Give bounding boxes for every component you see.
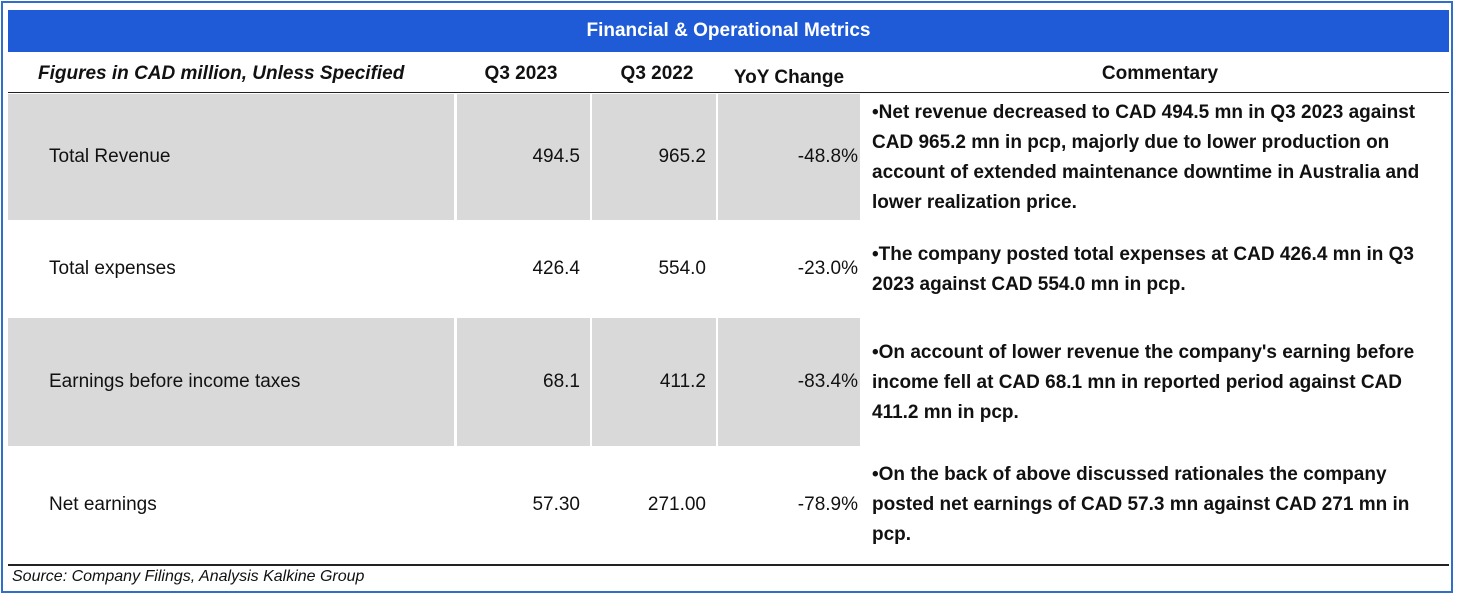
- header-figures-note: Figures in CAD million, Unless Specified: [38, 63, 405, 84]
- row-label: Total Revenue: [8, 94, 454, 220]
- table-row: Earnings before income taxes 68.1 411.2 …: [8, 318, 1449, 446]
- table-row: Total expenses 426.4 554.0 -23.0% •The c…: [8, 220, 1449, 318]
- row-q3-2023-value: 57.30: [532, 494, 580, 515]
- table-row: Total Revenue 494.5 965.2 -48.8% •Net re…: [8, 94, 1449, 220]
- row-q3-2023-value: 68.1: [457, 318, 590, 446]
- row-commentary: •Net revenue decreased to CAD 494.5 mn i…: [872, 102, 1420, 213]
- row-q3-2022-value: 965.2: [592, 94, 716, 220]
- row-q3-2023-value: 426.4: [532, 258, 580, 279]
- row-label: Total expenses: [49, 258, 176, 279]
- header-commentary: Commentary: [1101, 63, 1219, 84]
- row-q3-2023-value: 494.5: [457, 94, 590, 220]
- row-yoy-value: -48.8%: [718, 94, 860, 220]
- header-yoy-change: YoY Change: [733, 67, 845, 88]
- table-row: Net earnings 57.30 271.00 -78.9% •On the…: [8, 446, 1449, 564]
- source-note: Source: Company Filings, Analysis Kalkin…: [12, 568, 365, 585]
- header-q3-2023: Q3 2023: [484, 63, 558, 84]
- row-label: Earnings before income taxes: [8, 318, 454, 446]
- row-q3-2022-value: 271.00: [647, 494, 706, 515]
- row-yoy-value: -83.4%: [718, 318, 860, 446]
- header-q3-2022: Q3 2022: [620, 63, 694, 84]
- row-q3-2022-value: 554.0: [658, 258, 706, 279]
- row-yoy-value: -23.0%: [797, 258, 858, 279]
- row-commentary: •On the back of above discussed rational…: [872, 464, 1410, 545]
- row-yoy-value: -78.9%: [797, 494, 858, 515]
- row-label: Net earnings: [49, 494, 157, 515]
- footer-divider: [8, 564, 1449, 566]
- table-title: Financial & Operational Metrics: [8, 10, 1449, 52]
- row-commentary: •On account of lower revenue the company…: [872, 342, 1415, 423]
- row-commentary: •The company posted total expenses at CA…: [872, 244, 1414, 295]
- row-q3-2022-value: 411.2: [592, 318, 716, 446]
- header-divider: [8, 92, 1449, 93]
